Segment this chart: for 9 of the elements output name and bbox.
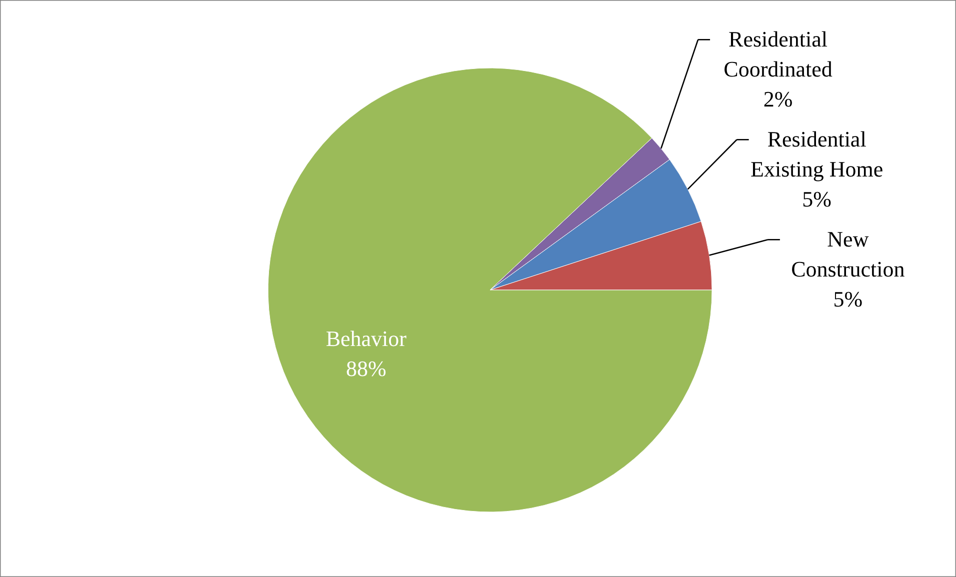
pie-slice (268, 68, 712, 512)
slice-label: Behavior (326, 326, 408, 352)
slice-label: Residential Existing Home (750, 126, 884, 182)
data-label: 5% (802, 186, 832, 212)
slice-label: New Construction (791, 226, 905, 282)
data-label: 2% (763, 86, 793, 112)
data-label: 5% (833, 286, 863, 312)
slice-label: Residential Coordinated (724, 26, 832, 82)
data-label: 88% (346, 356, 386, 382)
